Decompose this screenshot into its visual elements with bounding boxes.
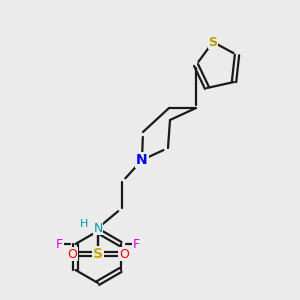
Text: N: N xyxy=(136,153,148,167)
Text: F: F xyxy=(133,238,140,250)
Text: S: S xyxy=(208,35,217,49)
Text: S: S xyxy=(93,247,103,261)
Text: O: O xyxy=(119,248,129,260)
Text: H: H xyxy=(80,219,88,229)
Text: O: O xyxy=(67,248,77,260)
Text: N: N xyxy=(93,221,103,235)
Text: F: F xyxy=(56,238,63,250)
